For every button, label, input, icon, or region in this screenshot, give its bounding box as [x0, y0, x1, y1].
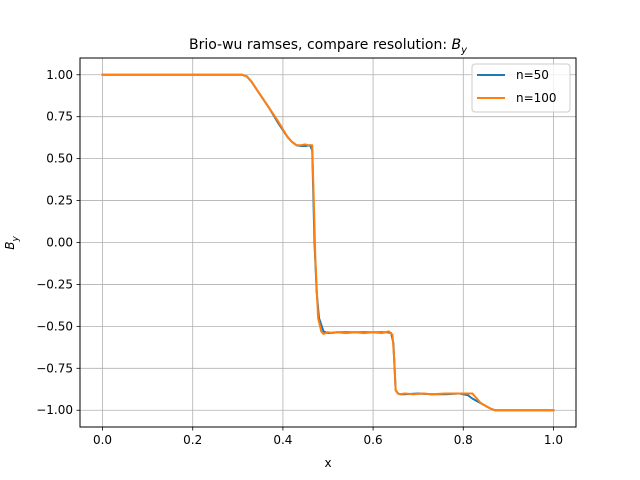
x-tick-label: 0.6 — [364, 433, 383, 447]
chart-title: Brio-wu ramses, compare resolution: By — [189, 37, 468, 56]
grid-lines — [80, 58, 576, 427]
y-ticks: 1.00 0.75 0.50 0.25 0.00 −0.25 −0.50 −0.75 −1.00 — [36, 68, 80, 417]
y-tick-label: −0.25 — [36, 277, 73, 291]
y-tick-label: 0.50 — [46, 152, 73, 166]
legend-label-n100: n=100 — [516, 91, 557, 105]
legend-label-n50: n=50 — [516, 68, 549, 82]
chart-title-math-sub: y — [460, 45, 468, 56]
x-tick-label: 0.2 — [183, 433, 202, 447]
legend: n=50 n=100 — [471, 63, 571, 113]
y-tick-label: −1.00 — [36, 403, 73, 417]
chart-title-math: B — [452, 37, 462, 53]
y-axis-label-sub: y — [11, 236, 21, 243]
chart-title-text: Brio-wu ramses, compare resolution: — [189, 37, 452, 53]
x-tick-label: 0.8 — [454, 433, 473, 447]
y-axis-label: By — [3, 236, 21, 250]
plot-lines — [101, 73, 555, 412]
x-tick-label: 0.4 — [273, 433, 292, 447]
y-tick-label: 0.25 — [46, 194, 73, 208]
x-axis-label: x — [324, 456, 331, 470]
y-tick-label: 0.75 — [46, 110, 73, 124]
y-tick-label: 1.00 — [46, 68, 73, 82]
x-tick-label: 0.0 — [93, 433, 112, 447]
x-ticks: 0.0 0.2 0.4 0.6 0.8 1.0 — [93, 427, 563, 447]
y-tick-label: −0.75 — [36, 361, 73, 375]
y-tick-label: 0.00 — [46, 236, 73, 250]
series-line-n100 — [101, 73, 555, 412]
y-axis-label-main: B — [3, 242, 17, 250]
y-tick-label: −0.50 — [36, 319, 73, 333]
x-tick-label: 1.0 — [544, 433, 563, 447]
